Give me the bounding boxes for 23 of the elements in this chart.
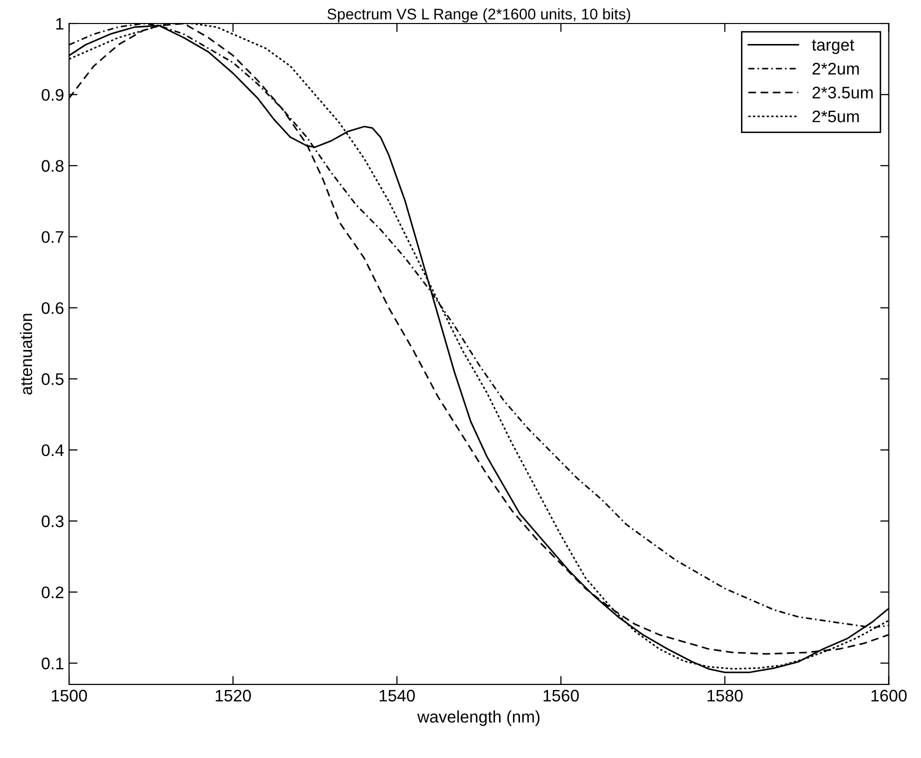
y-tick-label: 0.7 <box>42 231 64 243</box>
x-axis-title: wavelength (nm) <box>417 710 540 726</box>
y-tick-label: 1 <box>56 18 64 30</box>
y-tick-label: 0.2 <box>42 586 64 598</box>
legend-label: 2*3.5um <box>812 86 873 98</box>
x-tick-label: 1600 <box>872 690 907 702</box>
y-axis-title: attenuation <box>20 314 32 395</box>
x-tick-label: 1500 <box>52 690 87 702</box>
x-tick-label: 1580 <box>708 690 743 702</box>
y-tick-label: 0.3 <box>42 515 64 528</box>
legend-label: target <box>812 40 854 54</box>
y-tick-label: 0.5 <box>42 373 64 386</box>
y-tick-label: 0.1 <box>42 658 64 670</box>
y-tick-label: 0.9 <box>42 88 64 101</box>
y-tick-label: 0.4 <box>42 444 64 456</box>
x-tick-label: 1520 <box>216 690 251 702</box>
y-tick-label: 0.6 <box>42 302 64 314</box>
legend-label: 2*5um <box>812 110 859 122</box>
chart-title: Spectrum VS L Range (2*1600 units, 10 bits) <box>327 8 630 22</box>
legend-label: 2*2um <box>812 62 859 75</box>
x-tick-label: 1560 <box>544 690 579 702</box>
x-tick-label: 1540 <box>380 690 415 702</box>
y-tick-label: 0.8 <box>42 160 64 172</box>
